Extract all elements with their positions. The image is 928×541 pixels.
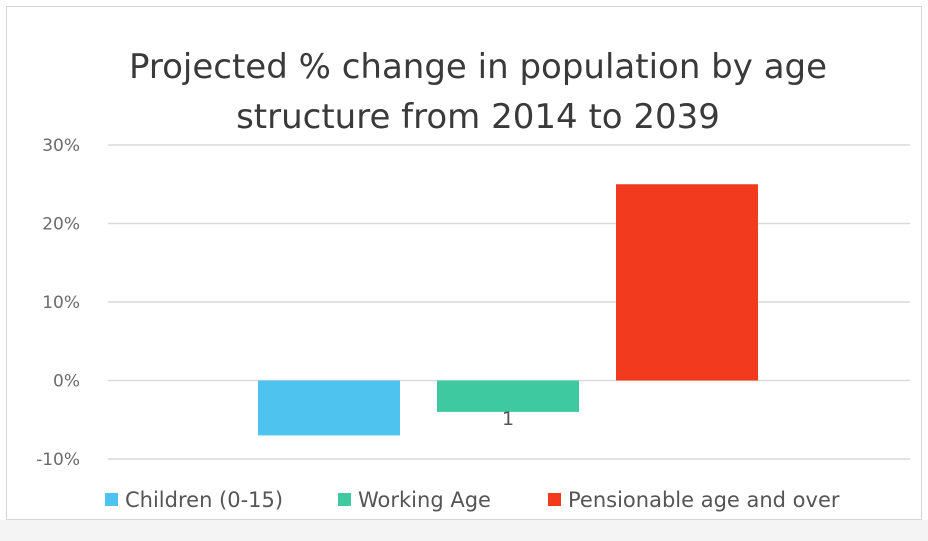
legend-label-children-0-15: Children (0-15)	[125, 488, 283, 512]
y-tick-label: 30%	[42, 136, 80, 156]
gridlines	[108, 144, 910, 460]
y-tick-label: 10%	[42, 293, 80, 313]
bar-working-age	[437, 380, 579, 412]
category-labels: 1	[502, 408, 514, 430]
y-axis-tick-labels: -10% 0% 10% 20% 30%	[36, 136, 80, 470]
chart-frame	[6, 6, 922, 520]
y-tick-label: -10%	[36, 450, 80, 470]
legend-label-working-age: Working Age	[358, 488, 491, 512]
legend-label-pensionable-age-and-over: Pensionable age and over	[568, 488, 840, 512]
bar-children-0-15	[258, 380, 400, 436]
chart-title-line-1: Projected % change in population by age	[129, 47, 827, 87]
bar-pensionable-age-and-over	[616, 184, 758, 381]
y-tick-label: 0%	[53, 372, 80, 392]
category-label: 1	[502, 408, 514, 430]
chart-title: Projected % change in population by age …	[129, 47, 827, 137]
legend: Children (0-15) Working Age Pensionable ag…	[105, 488, 840, 512]
y-tick-label: 20%	[42, 215, 80, 235]
bars	[258, 184, 758, 436]
bottom-strip	[0, 520, 928, 541]
legend-swatch-children-0-15	[105, 493, 118, 506]
legend-swatch-pensionable-age-and-over	[548, 493, 561, 506]
legend-swatch-working-age	[338, 493, 351, 506]
chart-title-line-2: structure from 2014 to 2039	[236, 97, 720, 137]
